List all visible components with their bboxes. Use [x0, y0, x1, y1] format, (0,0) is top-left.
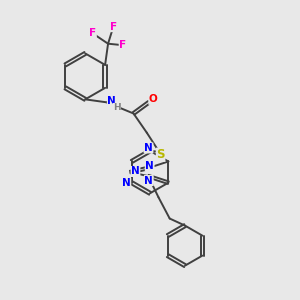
- Text: N: N: [145, 161, 154, 171]
- Text: N: N: [144, 143, 153, 153]
- Text: N: N: [144, 176, 153, 185]
- Text: F: F: [110, 22, 117, 32]
- Text: F: F: [119, 40, 126, 50]
- Text: N: N: [107, 96, 116, 106]
- Text: O: O: [149, 94, 158, 104]
- Text: F: F: [89, 28, 96, 38]
- Text: H: H: [113, 103, 121, 112]
- Text: N: N: [122, 178, 131, 188]
- Text: S: S: [156, 148, 165, 161]
- Text: N: N: [131, 167, 140, 176]
